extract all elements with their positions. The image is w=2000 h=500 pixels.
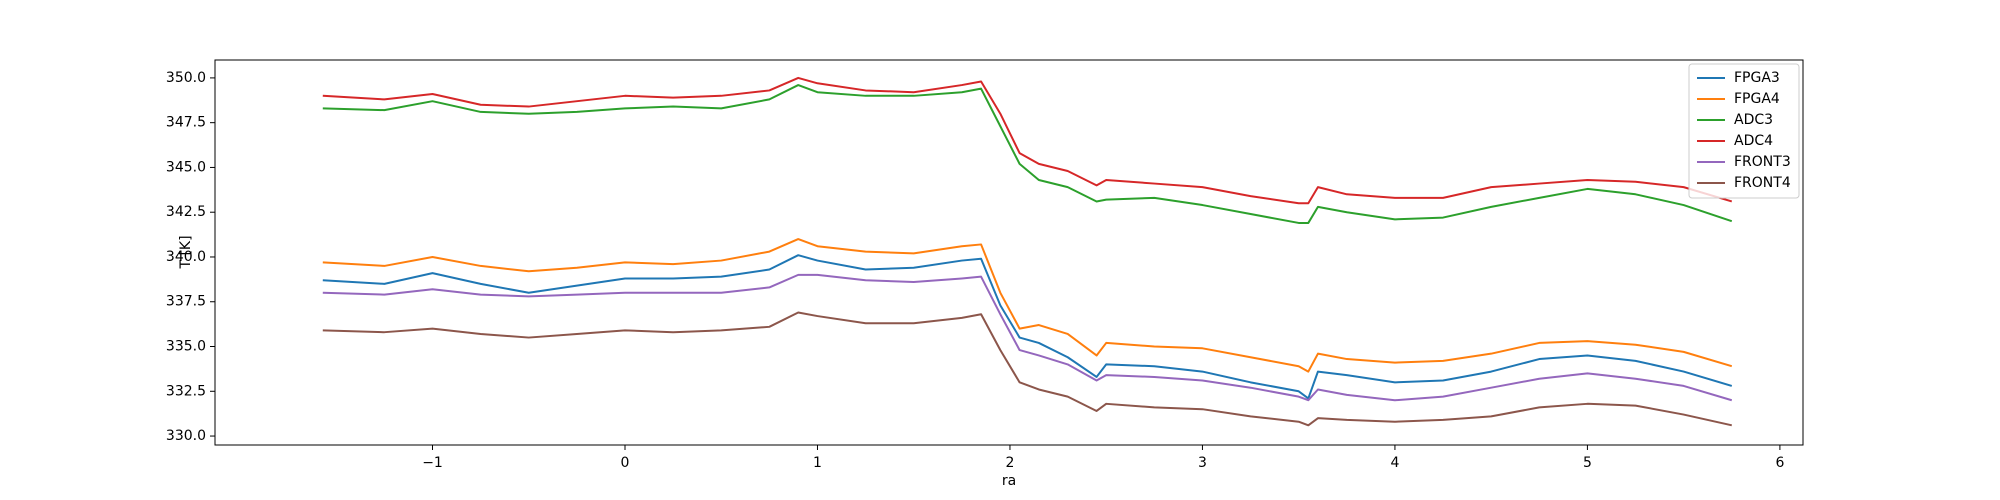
legend-box	[1688, 63, 1800, 199]
series-line	[322, 311, 1732, 427]
legend-label: FPGA3	[1734, 70, 1780, 86]
series-line	[322, 76, 1733, 205]
y-tick-label: 347.5	[166, 115, 206, 131]
x-tick-label: 4	[1390, 455, 1399, 471]
y-tick-label: 340.0	[166, 249, 206, 265]
y-tick-label: 332.5	[166, 383, 206, 399]
series-line	[322, 84, 1733, 224]
x-tick-label: 2	[1006, 455, 1015, 471]
series-line	[322, 273, 1733, 402]
series-line	[322, 254, 1733, 400]
y-tick-label: 345.0	[166, 159, 206, 175]
legend-label: ADC3	[1734, 112, 1773, 128]
y-tick-label: 342.5	[166, 204, 206, 220]
x-tick-label: 5	[1583, 455, 1592, 471]
legend-label: FPGA4	[1734, 91, 1780, 107]
x-tick-label: −1	[422, 455, 443, 471]
x-tick-label: 0	[621, 455, 630, 471]
x-tick-label: 6	[1775, 455, 1784, 471]
y-tick-label: 350.0	[166, 70, 206, 86]
x-tick-label: 1	[813, 455, 822, 471]
y-tick-label: 330.0	[166, 428, 206, 444]
legend-label: ADC4	[1734, 133, 1773, 149]
y-tick-label: 337.5	[166, 294, 206, 310]
plot-frame	[214, 59, 1804, 446]
x-tick-label: 3	[1198, 455, 1207, 471]
y-axis-label: T [K]	[178, 235, 194, 269]
x-axis-label: ra	[1002, 473, 1016, 489]
legend-label: FRONT3	[1734, 154, 1791, 170]
series-line	[322, 238, 1733, 373]
legend-label: FRONT4	[1734, 175, 1791, 191]
y-tick-label: 335.0	[166, 339, 206, 355]
